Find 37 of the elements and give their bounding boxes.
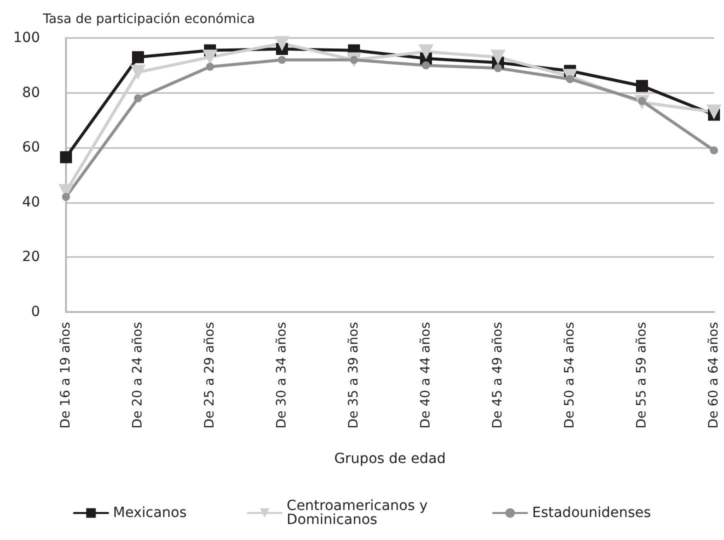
y-tick-label: 80 — [22, 84, 40, 101]
point — [202, 50, 218, 65]
x-tick-label: De 30 a 34 años — [274, 322, 290, 429]
y-tick-label: 0 — [31, 304, 40, 320]
point — [636, 80, 648, 92]
point — [132, 51, 144, 64]
point — [278, 56, 286, 64]
point — [706, 104, 722, 120]
point — [206, 62, 214, 71]
x-tick-label: De 60 a 64 años — [706, 322, 722, 429]
x-tick-label: De 16 a 19 años — [58, 322, 74, 429]
x-axis-title: Grupos de edad — [334, 451, 446, 467]
point — [60, 151, 72, 164]
point — [62, 192, 70, 201]
point — [418, 44, 434, 60]
point — [710, 146, 718, 154]
y-axis-title: Tasa de participación económica — [42, 12, 256, 27]
point — [134, 94, 142, 102]
legend-label: Centroamericanos y Dominicanos — [286, 498, 432, 528]
x-tick-label: De 45 a 49 años — [490, 322, 506, 429]
y-tick-label: 100 — [13, 30, 40, 46]
point — [130, 64, 146, 80]
point — [422, 61, 430, 70]
x-tick-label: De 25 a 29 años — [202, 322, 218, 429]
legend-label: Mexicanos — [113, 505, 187, 521]
y-tick-label: 20 — [22, 249, 40, 266]
x-tick-label: De 40 a 44 años — [418, 322, 434, 429]
x-tick-label: De 50 a 54 años — [562, 322, 578, 429]
x-tick-label: De 35 a 39 años — [346, 322, 362, 429]
x-tick-label: De 20 a 24 años — [130, 322, 146, 429]
point — [490, 50, 506, 65]
y-tick-label: 40 — [22, 194, 40, 210]
legend-label: Estadounidenses — [532, 505, 651, 521]
point — [274, 36, 290, 51]
x-tick-label: De 55 a 59 años — [634, 322, 650, 429]
y-tick-label: 60 — [22, 140, 40, 156]
point — [494, 64, 502, 72]
